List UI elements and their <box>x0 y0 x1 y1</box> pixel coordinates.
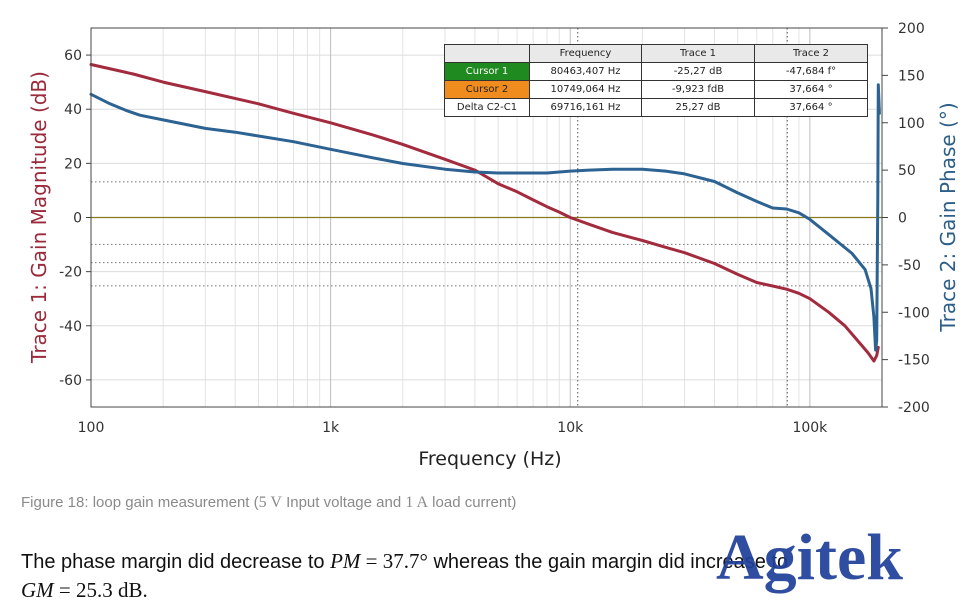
y-right-tick-label: -100 <box>898 305 930 321</box>
y-left-tick-label: 20 <box>64 156 82 172</box>
tick-layer: 6040200-20-40-60200150100500-50-100-150-… <box>59 21 930 436</box>
body-line1-suffix: whereas the gain margin did increase to <box>427 551 789 573</box>
cursor-lines <box>91 28 882 407</box>
cursor-table: Frequency Trace 1 Trace 2 Cursor 1 80463… <box>444 44 868 117</box>
y-left-tick-label: -40 <box>59 319 82 335</box>
cursor1-frequency: 80463,407 Hz <box>529 62 642 81</box>
delta-frequency: 69716,161 Hz <box>529 98 642 117</box>
caption-before: Figure 18: loop gain measurement ( <box>21 494 259 511</box>
y-right-tick-label: 50 <box>898 163 916 179</box>
caption-middle: Input voltage and <box>281 494 406 511</box>
figure-caption: Figure 18: loop gain measurement (5 V In… <box>21 494 516 512</box>
pm-variable: PM <box>330 549 361 573</box>
cursor2-trace1: -9,923 fdB <box>641 80 755 99</box>
cursor2-frequency: 10749,064 Hz <box>529 80 642 99</box>
table-header-frequency: Frequency <box>529 44 642 63</box>
y-right-tick-label: -50 <box>898 258 921 274</box>
delta-trace1: 25,27 dB <box>641 98 755 117</box>
cursor2-label[interactable]: Cursor 2 <box>444 80 530 99</box>
x-tick-label: 10k <box>557 420 584 436</box>
gm-variable: GM <box>21 578 54 602</box>
x-axis-title: Frequency (Hz) <box>418 448 561 470</box>
body-line1-prefix: The phase margin did decrease to <box>21 551 331 573</box>
cursor1-label[interactable]: Cursor 1 <box>444 62 530 81</box>
caption-current: 1 A <box>405 494 429 511</box>
x-tick-label: 100k <box>792 420 828 436</box>
y-right-tick-label: 200 <box>898 21 925 37</box>
x-tick-label: 100 <box>78 420 105 436</box>
agitek-logo: Agitek <box>716 521 903 594</box>
y-left-tick-label: 40 <box>64 102 82 118</box>
cursor1-trace1: -25,27 dB <box>641 62 755 81</box>
table-row-delta: Delta C2-C1 69716,161 Hz 25,27 dB 37,664… <box>444 98 868 117</box>
table-header-blank <box>444 44 530 63</box>
series-line-gain-phase <box>89 83 881 352</box>
y-left-tick-label: 0 <box>73 211 82 227</box>
gm-equation: = 25.3 dB. <box>53 578 148 602</box>
delta-label: Delta C2-C1 <box>444 98 530 117</box>
gm-formula: GM = 25.3 dB. <box>21 578 148 602</box>
y-left-tick-label: 60 <box>64 48 82 64</box>
y-right-tick-label: 100 <box>898 116 925 132</box>
y-left-tick-label: -20 <box>59 265 82 281</box>
y-right-tick-label: -200 <box>898 400 930 416</box>
table-header-trace2: Trace 2 <box>754 44 868 63</box>
table-header-trace1: Trace 1 <box>641 44 755 63</box>
series-layer <box>89 63 881 363</box>
y-right-tick-label: -150 <box>898 353 930 369</box>
table-row-cursor1: Cursor 1 80463,407 Hz -25,27 dB -47,684 … <box>444 62 868 81</box>
series-line-gain-magnitude <box>89 63 880 363</box>
cursor-table-header: Frequency Trace 1 Trace 2 <box>444 44 868 63</box>
caption-voltage: 5 V <box>258 494 282 511</box>
y-axis-right-title: Trace 2: Gain Phase (°) <box>936 102 960 332</box>
table-row-cursor2: Cursor 2 10749,064 Hz -9,923 fdB 37,664 … <box>444 80 868 99</box>
y-right-tick-label: 0 <box>898 211 907 227</box>
y-right-tick-label: 150 <box>898 68 925 84</box>
y-axis-left-title: Trace 1: Gain Magnitude (dB) <box>27 71 51 364</box>
body-paragraph: The phase margin did decrease to PM = 37… <box>21 547 921 605</box>
cursor2-trace2: 37,664 ° <box>754 80 868 99</box>
y-left-tick-label: -60 <box>59 373 82 389</box>
x-tick-label: 1k <box>322 420 340 436</box>
cursor1-trace2: -47,684 f° <box>754 62 868 81</box>
pm-formula: PM = 37.7° <box>330 549 428 573</box>
caption-after: load current) <box>428 494 517 511</box>
pm-equation: = 37.7° <box>360 549 428 573</box>
delta-trace2: 37,664 ° <box>754 98 868 117</box>
